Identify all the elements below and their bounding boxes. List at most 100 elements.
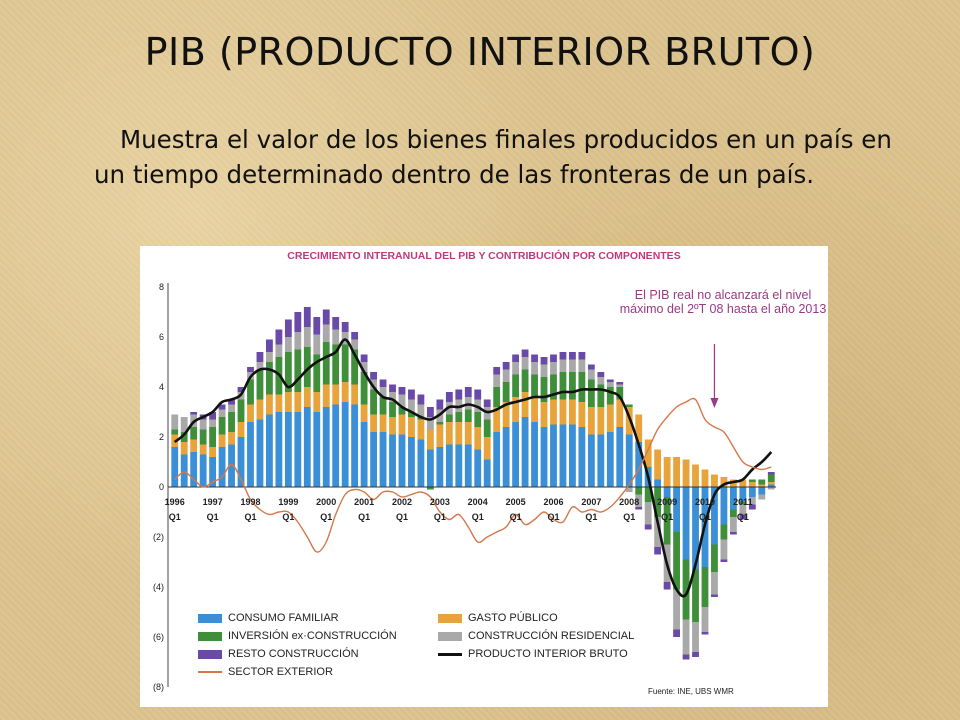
bar-segment <box>635 487 643 495</box>
bar-segment <box>398 407 406 415</box>
bar-segment <box>654 487 662 517</box>
bar-segment <box>455 389 463 400</box>
legend-label-pib: PRODUCTO INTERIOR BRUTO <box>468 648 628 660</box>
legend-item-resto: RESTO CONSTRUCCIÓN <box>198 648 359 660</box>
bar-segment <box>606 382 614 387</box>
bar-segment <box>209 457 217 487</box>
bar-segment <box>531 354 538 362</box>
bar-segment <box>729 532 737 535</box>
bar-segment <box>606 404 614 432</box>
bar-segment <box>379 432 387 487</box>
bar-segment <box>729 517 737 532</box>
bar-segment <box>625 407 633 435</box>
pib-line <box>173 338 773 598</box>
bar-segment <box>767 484 775 487</box>
annotation-arrow-head <box>710 398 719 408</box>
bar-segment <box>455 412 463 422</box>
bar-segment <box>313 317 321 335</box>
bar-segment <box>360 354 368 362</box>
bar-segment <box>758 487 766 495</box>
bar-segment <box>266 339 273 352</box>
bar-segment <box>341 382 349 402</box>
legend-swatch-exterior <box>198 671 222 673</box>
bar-segment <box>625 434 633 487</box>
bar-segment <box>635 494 643 507</box>
bar-segment <box>389 434 396 487</box>
bar-segment <box>493 367 501 375</box>
bar-segment <box>540 377 548 402</box>
bar-segment <box>711 572 718 595</box>
bar-segment <box>606 387 614 405</box>
bar-segment <box>767 487 775 490</box>
bar-segment <box>559 352 567 360</box>
bar-segment <box>266 352 273 362</box>
bar-segment <box>540 364 548 377</box>
bar-segment <box>512 362 520 375</box>
x-tick-year: 2003 <box>430 497 450 507</box>
bar-segment <box>720 559 728 562</box>
bar-segment <box>502 362 510 370</box>
bar-segment <box>294 392 302 412</box>
bar-segment <box>199 454 207 487</box>
bar-segment <box>578 427 586 487</box>
bar-segment <box>322 384 330 407</box>
bar-segment <box>502 427 510 487</box>
x-tick-year: 2010 <box>695 497 715 507</box>
bar-segment <box>483 437 491 460</box>
bar-segment <box>209 412 217 420</box>
bar-segment <box>493 407 501 432</box>
x-tick-quarter: Q1 <box>547 512 559 522</box>
bar-segment <box>502 402 510 427</box>
x-tick-year: 2005 <box>506 497 526 507</box>
bar-segment <box>739 479 747 487</box>
bar-segment <box>237 437 245 487</box>
x-tick-quarter: Q1 <box>358 512 370 522</box>
bar-segment <box>720 477 728 487</box>
x-tick-year: 2002 <box>392 497 412 507</box>
x-tick-year: 1998 <box>240 497 260 507</box>
bar-segment <box>474 427 482 450</box>
x-tick-year: 2008 <box>619 497 639 507</box>
bar-segment <box>417 419 425 440</box>
sector-exterior-line <box>174 397 772 553</box>
bar-segment <box>663 457 671 487</box>
bar-segment <box>663 582 671 590</box>
y-tick-label: (6) <box>153 632 164 642</box>
bar-segment <box>256 369 264 400</box>
bar-segment <box>521 369 529 392</box>
bar-segment <box>180 432 188 442</box>
bar-segment <box>673 457 680 487</box>
x-tick-quarter: Q1 <box>244 512 256 522</box>
bar-segment <box>294 332 302 350</box>
bar-segment <box>332 344 340 385</box>
bar-segment <box>644 487 652 502</box>
bar-segment <box>247 367 254 372</box>
bar-segment <box>711 544 718 572</box>
x-tick-year: 2006 <box>543 497 563 507</box>
legend-swatch-inversion <box>198 631 222 641</box>
bar-segment <box>748 487 756 497</box>
bar-segment <box>322 407 330 487</box>
bar-segment <box>351 404 359 487</box>
x-tick-quarter: Q1 <box>699 512 711 522</box>
bar-segment <box>218 404 226 410</box>
bar-segment <box>275 412 283 487</box>
legend-swatch-gasto <box>438 613 462 623</box>
bar-segment <box>464 409 472 422</box>
bar-segment <box>190 427 198 440</box>
bar-segment <box>360 404 368 422</box>
y-tick-label: (4) <box>153 582 164 592</box>
x-tick-year: 2009 <box>657 497 677 507</box>
legend-swatch-resto <box>198 649 222 659</box>
bar-segment <box>455 444 463 487</box>
bar-segment <box>569 359 576 372</box>
bar-segment <box>663 497 671 545</box>
legend-label-exterior: SECTOR EXTERIOR <box>228 666 333 678</box>
bar-segment <box>692 569 699 622</box>
bar-segment <box>237 399 245 422</box>
bar-segment <box>284 352 292 392</box>
bar-segment <box>654 547 662 555</box>
bar-segment <box>322 342 330 385</box>
x-tick-year: 2007 <box>581 497 601 507</box>
bar-segment <box>758 494 766 500</box>
